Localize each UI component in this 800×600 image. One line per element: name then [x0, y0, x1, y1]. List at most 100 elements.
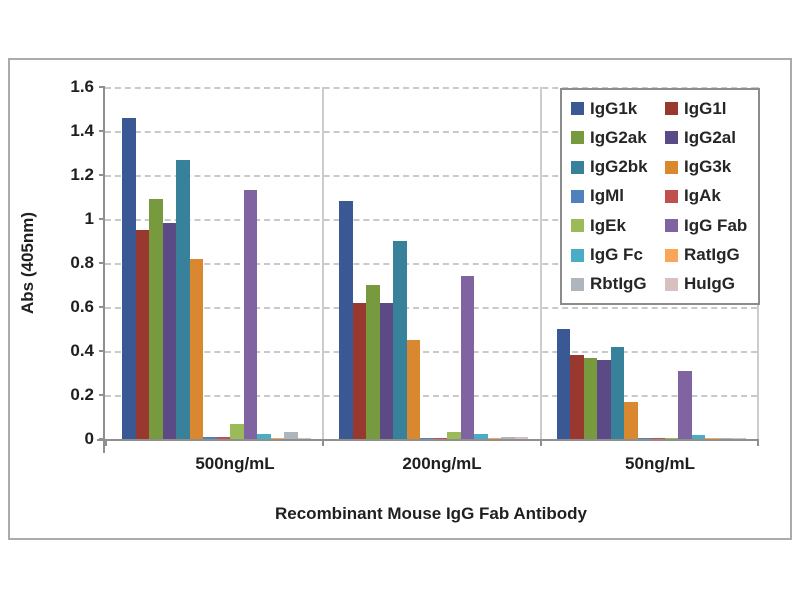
legend-label: RatIgG	[684, 245, 740, 265]
y-tick-label: 1	[84, 209, 94, 228]
legend-item-igg2bk: IgG2bk	[571, 157, 665, 177]
bar-huigg	[514, 436, 529, 439]
chart-panel: Abs (405nm) 1.6 1.4 1.2 1 0.8 0.6 0.4 0.2 0 500n…	[8, 58, 792, 540]
bar-igg2ak	[366, 285, 380, 439]
legend-item-igak: IgAk	[665, 186, 756, 206]
bar-igg2ak	[583, 357, 598, 439]
bar-igg1l	[570, 355, 584, 439]
gridline	[105, 131, 757, 133]
y-tick-label: 0.8	[70, 253, 94, 272]
bar-igg-fc	[474, 433, 488, 439]
legend-swatch	[665, 277, 678, 291]
bar-igek	[230, 423, 244, 439]
y-tick-mark	[99, 262, 105, 264]
legend-swatch	[571, 248, 584, 262]
x-tick-mark	[539, 439, 542, 446]
bar-igak	[433, 437, 448, 439]
x-tick-mark	[105, 439, 107, 446]
legend-item-ratigg: RatIgG	[665, 245, 756, 265]
bar-igg1l	[352, 302, 367, 439]
legend-label: IgEk	[590, 215, 626, 235]
legend: IgG1k IgG1l IgG2ak IgG2al IgG2bk IgG3k IgMl IgA…	[560, 88, 760, 305]
legend-label: IgG Fc	[590, 245, 643, 265]
gridline	[105, 219, 757, 221]
bar-igml	[203, 436, 217, 439]
bar-igg2bk	[610, 346, 625, 439]
bar-ratigg	[705, 438, 719, 439]
x-tick-mark	[757, 439, 759, 446]
bar-rbtigg	[718, 437, 733, 439]
legend-label: IgMl	[590, 186, 624, 206]
y-tick-mark	[99, 394, 105, 396]
legend-swatch	[571, 160, 584, 174]
legend-item-igg1l: IgG1l	[665, 99, 756, 119]
gridline	[105, 87, 757, 89]
legend-swatch	[665, 248, 678, 262]
legend-swatch	[665, 131, 678, 145]
bar-rbtigg	[284, 432, 298, 439]
legend-swatch	[571, 219, 584, 233]
legend-swatch	[665, 189, 678, 203]
legend-item-igg-fab: IgG Fab	[665, 216, 756, 236]
legend-swatch	[665, 102, 678, 116]
legend-item-igek: IgEk	[571, 216, 665, 236]
x-tick-mark	[322, 439, 325, 446]
gridline	[105, 395, 757, 397]
legend-swatch	[665, 160, 678, 174]
gridline	[105, 175, 757, 177]
bar-chart: Abs (405nm) 1.6 1.4 1.2 1 0.8 0.6 0.4 0.2 0 500n…	[10, 60, 790, 538]
bar-huigg	[732, 438, 746, 439]
bar-igg1k	[339, 201, 353, 439]
bar-igg2al	[379, 302, 394, 439]
bar-igg1l	[135, 230, 149, 439]
bar-igg1k	[122, 117, 136, 439]
legend-swatch	[571, 102, 584, 116]
category-separator-line	[322, 87, 325, 439]
bar-igek	[664, 437, 679, 439]
legend-item-igml: IgMl	[571, 186, 665, 206]
y-tick-label: 1.2	[70, 165, 94, 184]
bar-ratigg	[270, 437, 284, 439]
y-tick-mark	[99, 306, 105, 308]
bar-igg-fab	[460, 276, 475, 439]
bar-igml	[637, 437, 652, 439]
bar-igak	[216, 436, 230, 439]
legend-item-igg3k: IgG3k	[665, 157, 756, 177]
y-axis-line	[103, 87, 105, 454]
bar-igg-fc	[257, 433, 271, 439]
bar-igg3k	[406, 340, 421, 439]
legend-item-rbtigg: RbtIgG	[571, 274, 665, 294]
x-axis-title: Recombinant Mouse IgG Fab Antibody	[275, 504, 587, 523]
x-category-label: 50ng/mL	[625, 454, 695, 473]
y-tick-mark	[99, 350, 105, 352]
bar-igg2bk	[176, 159, 190, 439]
legend-label: IgG2ak	[590, 127, 647, 147]
bar-huigg	[297, 437, 311, 439]
bar-igg-fc	[691, 434, 706, 439]
bar-ratigg	[487, 437, 502, 439]
x-axis-line	[97, 439, 759, 441]
bar-igak	[651, 437, 665, 439]
y-tick-mark	[99, 130, 105, 132]
bar-igek	[447, 432, 461, 439]
y-tick-label: 1.4	[70, 121, 94, 140]
legend-swatch	[571, 189, 584, 203]
bar-igg2al	[162, 223, 176, 439]
legend-item-huigg: HuIgG	[665, 274, 756, 294]
legend-label: IgG Fab	[684, 215, 748, 235]
category-separator-line	[539, 87, 542, 439]
bar-igg-fab	[243, 190, 257, 439]
x-category-label: 500ng/mL	[195, 454, 275, 473]
legend-label: IgG2al	[684, 127, 736, 147]
legend-swatch	[665, 219, 678, 233]
bar-igg3k	[624, 401, 638, 439]
y-tick-mark	[99, 218, 105, 220]
gridline	[105, 351, 757, 353]
legend-item-igg2al: IgG2al	[665, 128, 756, 148]
bar-igg2bk	[393, 241, 407, 439]
bar-igg-fab	[678, 370, 692, 439]
legend-item-igg2ak: IgG2ak	[571, 128, 665, 148]
y-tick-label: 0.2	[70, 385, 94, 404]
y-tick-mark	[99, 174, 105, 176]
